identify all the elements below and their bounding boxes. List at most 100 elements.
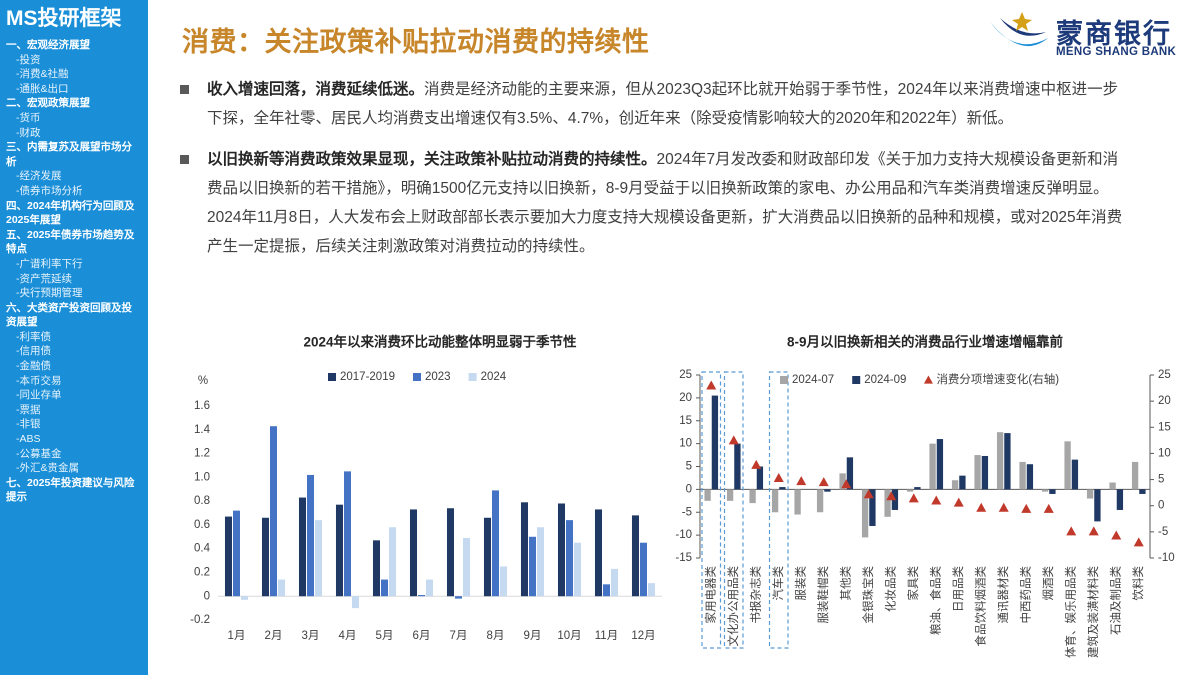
sidebar: MS投研框架 一、宏观经济展望 -投资 -消费&社融 -通胀&出口 二、宏观政策展望 -货… bbox=[0, 0, 148, 675]
y-tick-label: 1.6 bbox=[194, 400, 210, 412]
logo-icon bbox=[990, 12, 1048, 47]
chart: 2024年以来消费环比动能整体明显弱于季节性% -0.2 0 0.2 0.4 0.6 0.8… bbox=[190, 334, 662, 642]
legend-swatch bbox=[780, 376, 788, 384]
x-tick-label: 家具类 bbox=[906, 566, 920, 601]
sidebar-item[interactable]: -通胀&出口 bbox=[16, 82, 69, 95]
bar bbox=[794, 489, 801, 515]
x-tick-label: 金银珠宝类 bbox=[861, 566, 875, 624]
bar bbox=[241, 596, 249, 600]
sidebar-item[interactable]: -公募基金 bbox=[16, 447, 62, 460]
sidebar-item[interactable]: 六、大类资产投资回顾及投资展望 bbox=[6, 301, 132, 329]
sidebar-item[interactable]: -ABS bbox=[16, 433, 41, 446]
bar bbox=[463, 537, 471, 597]
sidebar-item[interactable]: -广谱利率下行 bbox=[16, 257, 83, 270]
legend-swatch bbox=[852, 376, 861, 384]
y-tick-label: 15 bbox=[679, 415, 692, 427]
sidebar-item[interactable]: -债券市场分析 bbox=[16, 184, 83, 197]
bullet-lead: 收入增速回落，消费延续低迷。 bbox=[207, 81, 425, 98]
y-tick-label: -15 bbox=[675, 552, 692, 564]
bar bbox=[1041, 489, 1049, 492]
x-tick-label: 烟酒类 bbox=[1041, 566, 1055, 601]
sidebar-item[interactable]: -消费&社融 bbox=[16, 68, 69, 81]
bar bbox=[1109, 482, 1116, 490]
marker bbox=[1088, 526, 1099, 536]
sidebar-item[interactable]: -财政 bbox=[16, 126, 41, 139]
sidebar-item[interactable]: -利率债 bbox=[16, 330, 51, 343]
x-tick-label: 石油及制品类 bbox=[1108, 566, 1122, 635]
chart: 8-9月以旧换新相关的消费品行业增速增幅靠前 -15 -10 -5 0 5 10 15 20 25… bbox=[675, 334, 1174, 658]
x-tick-label: 4月 bbox=[339, 630, 357, 642]
bar bbox=[1139, 489, 1146, 494]
sidebar-item[interactable]: -资产荒延续 bbox=[16, 272, 72, 285]
highlight-box bbox=[723, 371, 744, 649]
y2-tick-label: -10 bbox=[1158, 552, 1175, 564]
marker bbox=[1043, 503, 1054, 513]
x-tick-label: 2月 bbox=[265, 630, 283, 642]
bar bbox=[1026, 464, 1034, 490]
y2-tick-label: 15 bbox=[1158, 421, 1171, 433]
sidebar-item[interactable]: 四、2024年机构行为回顾及2025年展望 bbox=[6, 199, 135, 227]
sidebar-item[interactable]: 一、宏观经济展望 bbox=[6, 39, 90, 51]
y-tick-label: 25 bbox=[679, 369, 692, 381]
sidebar-item[interactable]: -金融债 bbox=[16, 360, 51, 373]
logo-name: 蒙商银行 bbox=[1056, 19, 1172, 49]
sidebar-item[interactable]: -经济发展 bbox=[16, 170, 62, 183]
y2-tick-label: 10 bbox=[1158, 447, 1171, 459]
y-tick-label: 0 bbox=[204, 590, 210, 602]
marker bbox=[1111, 530, 1122, 540]
x-tick-label: 6月 bbox=[413, 630, 431, 642]
marker bbox=[773, 473, 784, 483]
sidebar-item[interactable]: -外汇&贵金属 bbox=[16, 462, 79, 475]
bar bbox=[483, 517, 491, 597]
bar bbox=[574, 542, 582, 597]
y2-tick-label: 20 bbox=[1158, 395, 1171, 407]
y-tick-label: 0 bbox=[686, 483, 692, 495]
bar bbox=[1019, 461, 1026, 490]
sidebar-item[interactable]: -同业存单 bbox=[16, 389, 62, 402]
logo: 蒙商银行 MENG SHANG BANK bbox=[986, 8, 1196, 63]
legend-swatch bbox=[468, 373, 477, 381]
bar bbox=[335, 504, 343, 597]
y-tick-label: 5 bbox=[686, 461, 692, 473]
bar bbox=[1086, 489, 1094, 499]
sidebar-item[interactable]: -央行预期管理 bbox=[16, 287, 83, 300]
legend-label: 2024-09 bbox=[864, 374, 906, 386]
bar bbox=[269, 426, 278, 597]
x-tick-label: 家用电器类 bbox=[703, 566, 717, 624]
x-tick-label: 10月 bbox=[557, 630, 581, 642]
sidebar-item[interactable]: -信用债 bbox=[16, 345, 51, 358]
sidebar-item[interactable]: -本币交易 bbox=[16, 374, 62, 387]
marker bbox=[931, 495, 942, 505]
bar bbox=[306, 474, 315, 597]
sidebar-item[interactable]: -票据 bbox=[16, 403, 41, 416]
sidebar-item[interactable]: 三、内需复苏及展望市场分析 bbox=[6, 141, 132, 168]
bar bbox=[537, 527, 545, 597]
sidebar-item[interactable]: -非银 bbox=[16, 418, 41, 431]
x-tick-label: 5月 bbox=[376, 630, 394, 642]
x-tick-label: 饮料类 bbox=[1131, 566, 1145, 601]
marker bbox=[908, 493, 919, 503]
y-tick-label: 1.4 bbox=[194, 424, 211, 436]
sidebar-item[interactable]: -货币 bbox=[16, 111, 41, 124]
sidebar-item[interactable]: 五、2025年债券市场趋势及特点 bbox=[6, 228, 135, 256]
sidebar-item[interactable]: -投资 bbox=[16, 53, 41, 66]
y-tick-label: 0.8 bbox=[194, 495, 210, 507]
bar bbox=[981, 455, 989, 490]
bar bbox=[951, 480, 959, 490]
bar bbox=[1004, 433, 1011, 490]
sidebar-item[interactable]: 二、宏观政策展望 bbox=[6, 97, 90, 110]
bar bbox=[278, 579, 286, 597]
sidebar-item[interactable]: 七、2025年投资建议与风险提示 bbox=[6, 476, 135, 504]
marker bbox=[751, 459, 762, 469]
marker bbox=[886, 491, 897, 501]
bar bbox=[409, 509, 417, 597]
bar bbox=[602, 584, 611, 597]
bullets: 收入增速回落，消费延续低迷。消费是经济动能的主要来源，但从2023Q3起环比就开… bbox=[180, 75, 1125, 273]
y-tick-label: 20 bbox=[679, 392, 692, 404]
legend-swatch bbox=[328, 373, 336, 381]
bar bbox=[611, 568, 619, 597]
highlight-box bbox=[768, 371, 789, 649]
bar bbox=[884, 489, 891, 517]
y-tick-label: 10 bbox=[679, 438, 692, 450]
